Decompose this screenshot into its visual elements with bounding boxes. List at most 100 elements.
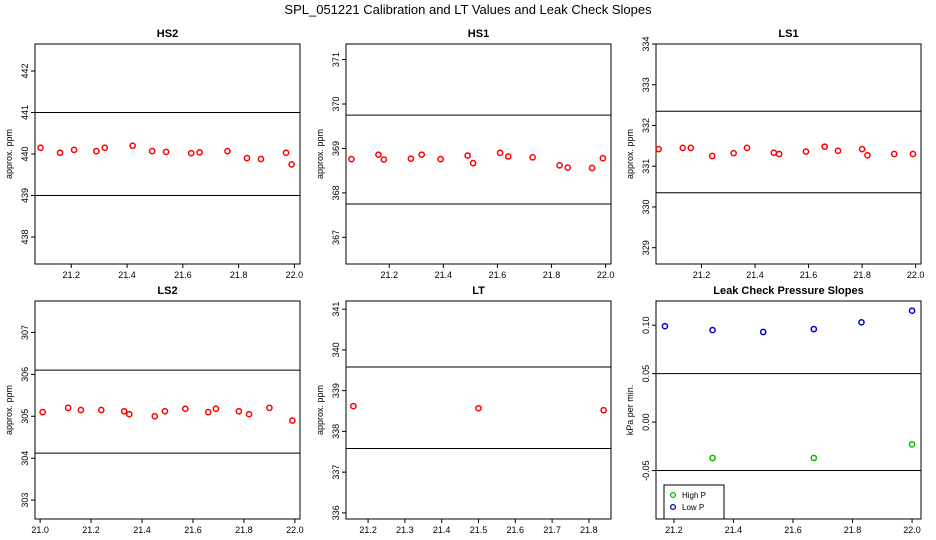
x-tick-label: 21.2	[693, 270, 711, 280]
data-point	[266, 404, 273, 412]
y-tick-label: 303	[20, 493, 30, 508]
data-point	[679, 144, 687, 152]
x-tick-label: 21.8	[235, 525, 253, 535]
data-point	[469, 159, 477, 167]
x-tick-label: 21.4	[433, 525, 451, 535]
chart-panel-5: LT 21.2 21.3 21.4 21.5 21.6 21.7 21.8 336 337 338 3…	[315, 285, 612, 535]
data-point	[564, 164, 572, 171]
y-axis-label: approx. ppm	[315, 129, 325, 179]
data-point	[908, 307, 916, 315]
data-point	[407, 155, 415, 163]
plot-frame	[345, 43, 612, 265]
y-tick-label: 307	[20, 325, 30, 340]
x-tick-label: 22.0	[903, 525, 921, 535]
y-tick-label: 339	[331, 383, 341, 398]
data-point	[161, 407, 169, 415]
data-point	[120, 407, 128, 415]
data-point	[77, 406, 85, 414]
data-point	[600, 406, 607, 414]
data-point	[196, 148, 203, 156]
x-tick-label: 21.4	[435, 270, 453, 280]
y-tick-label: 438	[20, 230, 30, 245]
x-tick-label: 21.8	[230, 270, 248, 280]
data-point	[743, 144, 751, 152]
x-tick-label: 21.8	[844, 525, 862, 535]
y-tick-label: 0.10	[641, 316, 651, 334]
data-point	[235, 407, 243, 415]
y-tick-label: 371	[331, 52, 341, 67]
x-tick-label: 21.6	[800, 270, 818, 280]
legend-label: High P	[682, 491, 706, 500]
x-tick-label: 21.2	[665, 525, 683, 535]
data-point	[775, 150, 783, 158]
y-axis-label: approx. ppm	[625, 129, 635, 179]
x-tick-label: 22.0	[907, 270, 925, 280]
data-point	[125, 410, 133, 418]
x-tick-label: 21.2	[380, 270, 398, 280]
panel-title: HS2	[157, 28, 178, 40]
data-point	[858, 318, 865, 326]
data-point	[661, 322, 669, 330]
panel-title: Leak Check Pressure Slopes	[713, 285, 863, 297]
y-axis-label: kPa per min.	[625, 385, 635, 436]
y-tick-label: -0.05	[641, 460, 651, 481]
x-tick-label: 22.0	[286, 525, 304, 535]
y-tick-label: 440	[20, 146, 30, 161]
data-point	[708, 152, 716, 160]
y-tick-label: 331	[641, 159, 651, 174]
x-tick-label: 21.6	[184, 525, 202, 535]
x-tick-label: 21.3	[396, 525, 414, 535]
data-point	[224, 147, 231, 155]
data-point	[148, 147, 156, 155]
data-point	[187, 149, 195, 157]
y-axis-label: approx. ppm	[4, 385, 14, 435]
y-tick-label: 341	[331, 302, 341, 317]
chart-panel-3: LS1 21.2 21.4 21.6 21.8 22.0 329 330 331 332 333 33…	[625, 28, 924, 280]
x-tick-label: 21.6	[507, 525, 525, 535]
data-point	[181, 405, 189, 413]
data-point	[243, 154, 251, 162]
y-axis-label: approx. ppm	[4, 129, 14, 179]
x-tick-label: 21.2	[359, 525, 377, 535]
data-point	[770, 149, 778, 157]
x-tick-label: 21.5	[470, 525, 488, 535]
x-tick-label: 21.4	[725, 525, 743, 535]
data-point	[93, 147, 100, 155]
data-point	[289, 417, 296, 424]
x-tick-label: 21.4	[133, 525, 151, 535]
data-point	[909, 150, 917, 158]
data-point	[437, 155, 444, 163]
data-point	[864, 151, 871, 159]
x-tick-label: 21.8	[580, 525, 598, 535]
data-point	[687, 144, 695, 152]
y-tick-label: 442	[20, 63, 30, 78]
y-tick-label: 0.05	[641, 365, 651, 383]
data-point	[810, 325, 818, 333]
y-tick-label: 439	[20, 188, 30, 203]
y-tick-label: 367	[331, 230, 341, 245]
data-point	[97, 406, 105, 414]
x-tick-label: 22.0	[286, 270, 304, 280]
y-tick-label: 369	[331, 141, 341, 156]
y-axis-label: approx. ppm	[315, 385, 325, 435]
data-point	[730, 149, 737, 157]
x-tick-label: 21.4	[118, 270, 136, 280]
y-tick-label: 334	[641, 36, 651, 51]
y-tick-label: 305	[20, 409, 30, 424]
data-point	[709, 454, 716, 462]
panel-title: LT	[472, 285, 485, 297]
data-point	[101, 144, 109, 152]
y-tick-label: 333	[641, 77, 651, 92]
data-point	[908, 441, 916, 448]
data-point	[257, 155, 265, 163]
data-point	[162, 148, 170, 156]
y-tick-label: 340	[331, 342, 341, 357]
data-point	[709, 326, 716, 334]
plot-frame	[345, 300, 612, 520]
plot-frame	[655, 300, 922, 520]
legend-marker	[669, 503, 677, 511]
legend: High P Low P	[663, 484, 725, 520]
data-point	[890, 150, 898, 158]
y-tick-label: 330	[641, 199, 651, 214]
